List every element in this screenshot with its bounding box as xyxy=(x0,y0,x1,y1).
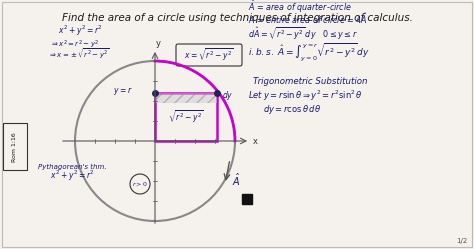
Text: $i.b.s.\;\hat{A} = \int_{y=0}^{y=r}\sqrt{r^2-y^2}\,dy$: $i.b.s.\;\hat{A} = \int_{y=0}^{y=r}\sqrt… xyxy=(248,42,370,64)
Text: $A$ = entire area of circle = $4\hat{A}$: $A$ = entire area of circle = $4\hat{A}$ xyxy=(248,11,368,26)
Text: $dy = r\cos\theta\,d\theta$: $dy = r\cos\theta\,d\theta$ xyxy=(263,103,321,116)
Text: $\hat{A}$ = area of quarter-circle: $\hat{A}$ = area of quarter-circle xyxy=(248,0,352,15)
FancyBboxPatch shape xyxy=(176,44,242,66)
FancyBboxPatch shape xyxy=(3,123,27,170)
Bar xyxy=(242,194,252,204)
Text: y: y xyxy=(156,39,161,48)
Text: Trigonometric Substitution: Trigonometric Substitution xyxy=(253,77,367,86)
Text: Rom 1:16: Rom 1:16 xyxy=(12,132,18,162)
Text: $r>0$: $r>0$ xyxy=(132,180,148,188)
Text: $x=\sqrt{r^2-y^2}$: $x=\sqrt{r^2-y^2}$ xyxy=(184,46,234,64)
Text: Find the area of a circle using techniques of integration of calculus.: Find the area of a circle using techniqu… xyxy=(62,13,412,23)
Bar xyxy=(155,93,217,141)
Text: $\Rightarrow x=\pm\sqrt{r^2-y^2}$: $\Rightarrow x=\pm\sqrt{r^2-y^2}$ xyxy=(48,47,109,62)
Text: 1/2: 1/2 xyxy=(456,238,467,244)
Bar xyxy=(155,93,217,103)
Text: $\Rightarrow x^2=r^2-y^2$: $\Rightarrow x^2=r^2-y^2$ xyxy=(50,38,100,51)
Text: $x^2+y^2=r^2$: $x^2+y^2=r^2$ xyxy=(58,24,103,38)
Text: $d\hat{A} = \sqrt{r^2-y^2}\,dy\quad 0\leq y\leq r$: $d\hat{A} = \sqrt{r^2-y^2}\,dy\quad 0\le… xyxy=(248,26,358,43)
Text: $\hat{A}$: $\hat{A}$ xyxy=(232,172,240,188)
Text: $dy$: $dy$ xyxy=(222,89,233,102)
Text: $\sqrt{r^2-y^2}$: $\sqrt{r^2-y^2}$ xyxy=(168,108,204,126)
Text: $y=r$: $y=r$ xyxy=(113,85,133,97)
Text: $Let\;y=r\sin\theta \Rightarrow y^2=r^2\sin^2\theta$: $Let\;y=r\sin\theta \Rightarrow y^2=r^2\… xyxy=(248,89,363,103)
Text: Pythagorean's thm.: Pythagorean's thm. xyxy=(38,164,106,170)
Text: x: x xyxy=(253,136,258,145)
Text: $x^2+y^2=r^2$: $x^2+y^2=r^2$ xyxy=(50,169,94,183)
